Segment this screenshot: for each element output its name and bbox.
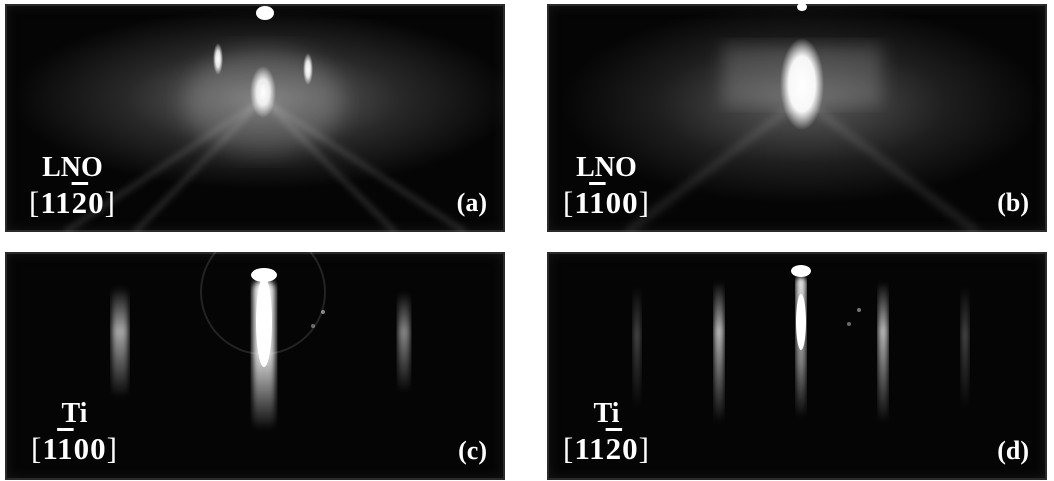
panel-letter: (c) [458,436,487,465]
direct-beam-a [256,6,274,20]
diffraction-pattern-c [112,252,410,430]
diffraction-pattern-b [562,4,1042,232]
faint-streak-right-d [961,287,969,407]
label-block-b: LNO [1100] [563,152,650,220]
rheed-panel-c: Ti [1100] (c) [5,252,505,480]
diffraction-spot-right-a [303,53,313,85]
streak-left-d [714,282,724,422]
direct-beam-c [251,268,277,282]
direction-label: [1100] [563,185,650,220]
streak-right-c [398,292,410,392]
faint-streak-left-d [633,287,641,407]
panel-letter: (a) [456,188,487,217]
streak-left-c [112,287,128,397]
panel-letter: (d) [997,436,1029,465]
label-block-d: Ti [1120] [563,398,650,466]
rheed-panel-d: Ti [1120] (d) [547,252,1047,480]
material-label: LNO [42,152,103,183]
panel-letter: (b) [997,188,1029,217]
specular-spot-b [780,38,824,130]
direct-beam-d [791,265,811,277]
direction-label: [1120] [563,431,650,466]
label-block-c: Ti [1100] [31,398,118,466]
streak-right-d [878,282,888,422]
material-label: Ti [593,398,620,429]
diffraction-spot-left-a [213,43,223,75]
direction-label: [1120] [29,185,116,220]
diffraction-pattern-d [633,265,969,422]
material-label: LNO [576,152,637,183]
specular-core-d [796,294,806,350]
direction-label: [1100] [31,431,118,466]
rheed-panel-a: LNO [1120] (a) [5,4,505,232]
diffraction-pattern-a [13,6,505,232]
direct-beam-b [797,4,807,11]
rheed-panel-b: LNO [1100] (b) [547,4,1047,232]
label-block-a: LNO [1120] [29,152,116,220]
specular-spot-a [250,66,276,118]
specular-core-c [256,277,272,367]
material-label: Ti [61,398,88,429]
